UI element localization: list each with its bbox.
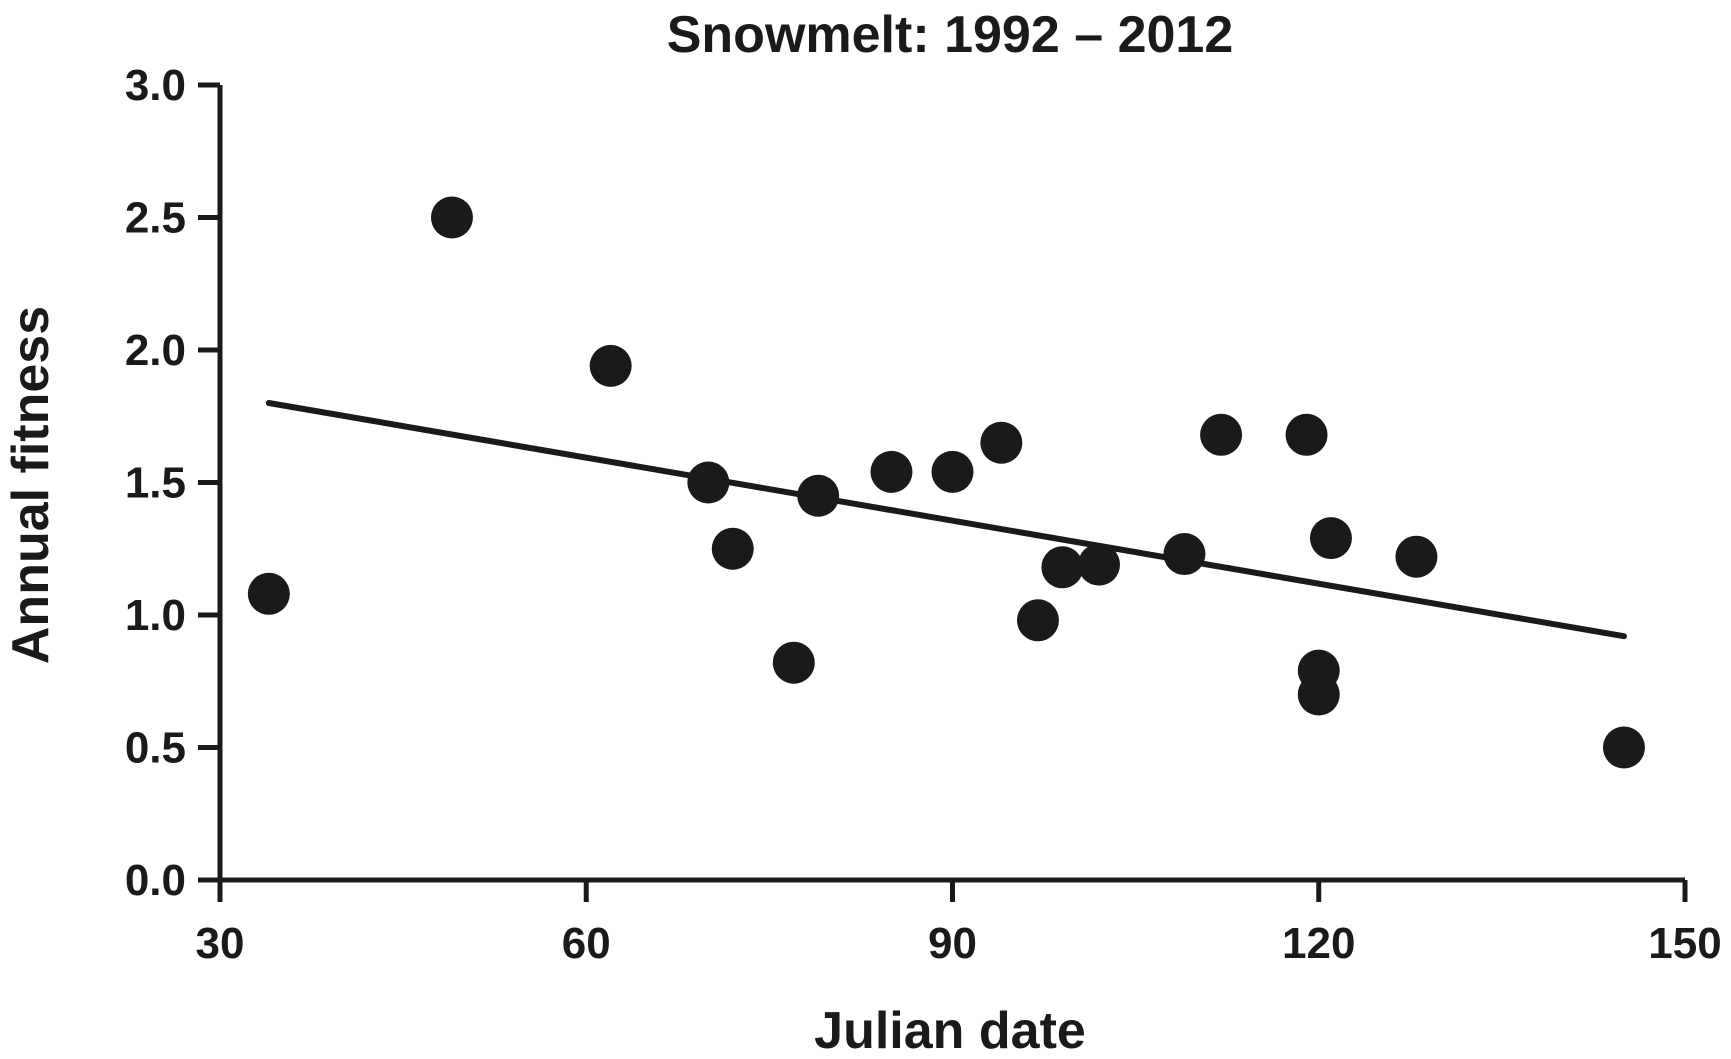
y-tick-label: 2.5 bbox=[125, 194, 186, 243]
x-tick-label: 150 bbox=[1648, 919, 1721, 968]
x-tick-label: 30 bbox=[196, 919, 245, 968]
data-point bbox=[1200, 413, 1243, 456]
data-point bbox=[870, 450, 913, 493]
data-point bbox=[797, 474, 840, 517]
y-tick-label: 0.0 bbox=[125, 856, 186, 905]
data-point bbox=[980, 421, 1023, 464]
data-point bbox=[1297, 673, 1340, 716]
data-point bbox=[430, 196, 473, 239]
x-tick-label: 90 bbox=[928, 919, 977, 968]
y-axis-label: Annual fitness bbox=[2, 306, 60, 664]
trendline-group bbox=[265, 400, 1627, 640]
x-tick-label: 60 bbox=[562, 919, 611, 968]
x-tick-label: 120 bbox=[1282, 919, 1355, 968]
data-point bbox=[772, 641, 815, 684]
data-point bbox=[1163, 533, 1206, 576]
y-tick-label: 1.0 bbox=[125, 591, 186, 640]
y-tick-label: 3.0 bbox=[125, 61, 186, 110]
data-points bbox=[247, 196, 1645, 769]
data-point bbox=[1041, 546, 1084, 589]
y-tick-label: 2.0 bbox=[125, 326, 186, 375]
data-point bbox=[1395, 535, 1438, 578]
data-point bbox=[1309, 517, 1352, 560]
data-point bbox=[1016, 599, 1059, 642]
data-point bbox=[931, 450, 974, 493]
x-axis-label: Julian date bbox=[814, 1002, 1086, 1059]
data-point bbox=[1078, 543, 1120, 586]
data-point bbox=[589, 344, 632, 387]
y-tick-label: 0.5 bbox=[125, 724, 186, 773]
data-point bbox=[687, 461, 730, 504]
data-point bbox=[247, 572, 290, 615]
data-point bbox=[711, 527, 754, 570]
data-point bbox=[1285, 413, 1328, 456]
y-tick-label: 1.5 bbox=[125, 459, 186, 508]
axes: 0.0 0.5 1.0 1.5 2.0 2.5 3.0 30 60 90 120 150 bbox=[125, 61, 1722, 968]
data-point bbox=[1602, 726, 1645, 769]
trend-line bbox=[265, 400, 1627, 640]
chart-title: Snowmelt: 1992 – 2012 bbox=[667, 6, 1234, 64]
